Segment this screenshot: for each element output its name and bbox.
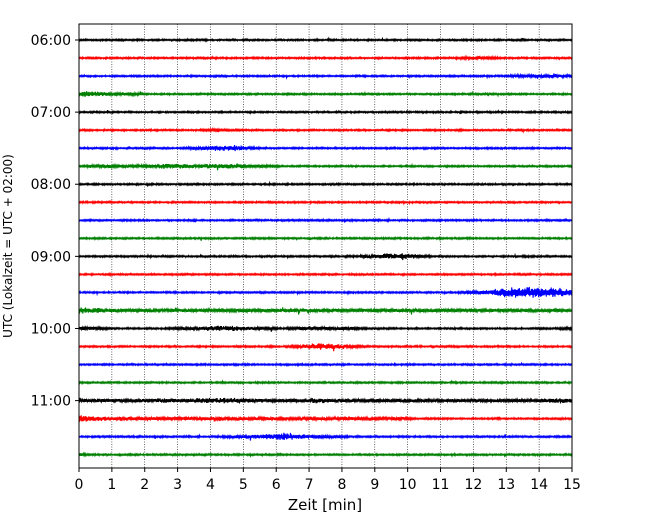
y-tick-label: 10:00 [31, 321, 71, 337]
trace-line [78, 90, 573, 98]
trace-line [78, 307, 573, 315]
plot-frame [78, 23, 573, 469]
trace-line [78, 162, 573, 171]
trace-line [78, 361, 573, 368]
trace-line [78, 414, 573, 423]
trace-line [78, 109, 573, 115]
x-axis-label: Zeit [min] [288, 496, 362, 514]
trace-line [78, 325, 573, 332]
x-tick-label: 8 [337, 477, 346, 493]
x-tick-label: 12 [464, 477, 482, 493]
trace-line [78, 343, 573, 352]
trace-line [78, 36, 573, 43]
trace-line [78, 126, 573, 134]
x-tick-label: 14 [530, 477, 548, 493]
x-tick-label: 10 [399, 477, 417, 493]
trace-line [78, 397, 573, 405]
y-axis-ticks: 06:00 07:00 08:00 09:00 10:00 11:00 [31, 33, 79, 410]
y-axis-label: UTC (Lokalzeit = UTC + 02:00) [1, 154, 15, 338]
trace-line [78, 72, 573, 80]
y-tick-label: 06:00 [31, 33, 71, 49]
x-tick-label: 5 [239, 477, 248, 493]
x-tick-label: 11 [432, 477, 450, 493]
x-tick-label: 15 [563, 477, 581, 493]
y-tick-label: 09:00 [31, 249, 71, 265]
x-tick-label: 13 [497, 477, 515, 493]
x-tick-label: 9 [370, 477, 379, 493]
trace-line [78, 216, 573, 224]
trace-line [78, 286, 573, 298]
x-tick-label: 4 [206, 477, 215, 493]
x-tick-label: 6 [272, 477, 281, 493]
trace-line [78, 271, 573, 278]
trace-line [78, 199, 573, 206]
trace-line [78, 144, 573, 152]
y-tick-label: 11:00 [31, 394, 71, 410]
trace-line [78, 451, 573, 459]
trace-line [78, 235, 573, 242]
x-axis-ticks: 0 1 2 3 4 5 6 7 8 9 10 11 12 13 14 15 [75, 468, 581, 493]
trace-line [78, 379, 573, 386]
x-tick-label: 2 [140, 477, 149, 493]
trace-line [78, 54, 573, 62]
x-tick-label: 7 [305, 477, 314, 493]
trace-line [78, 432, 573, 441]
seismic-traces [78, 36, 573, 459]
x-tick-label: 0 [75, 477, 84, 493]
grid-lines [111, 24, 540, 468]
y-tick-label: 07:00 [31, 105, 71, 121]
trace-line [78, 252, 573, 261]
x-tick-label: 3 [173, 477, 182, 493]
y-tick-label: 08:00 [31, 177, 71, 193]
trace-line [78, 180, 573, 188]
x-tick-label: 1 [107, 477, 116, 493]
